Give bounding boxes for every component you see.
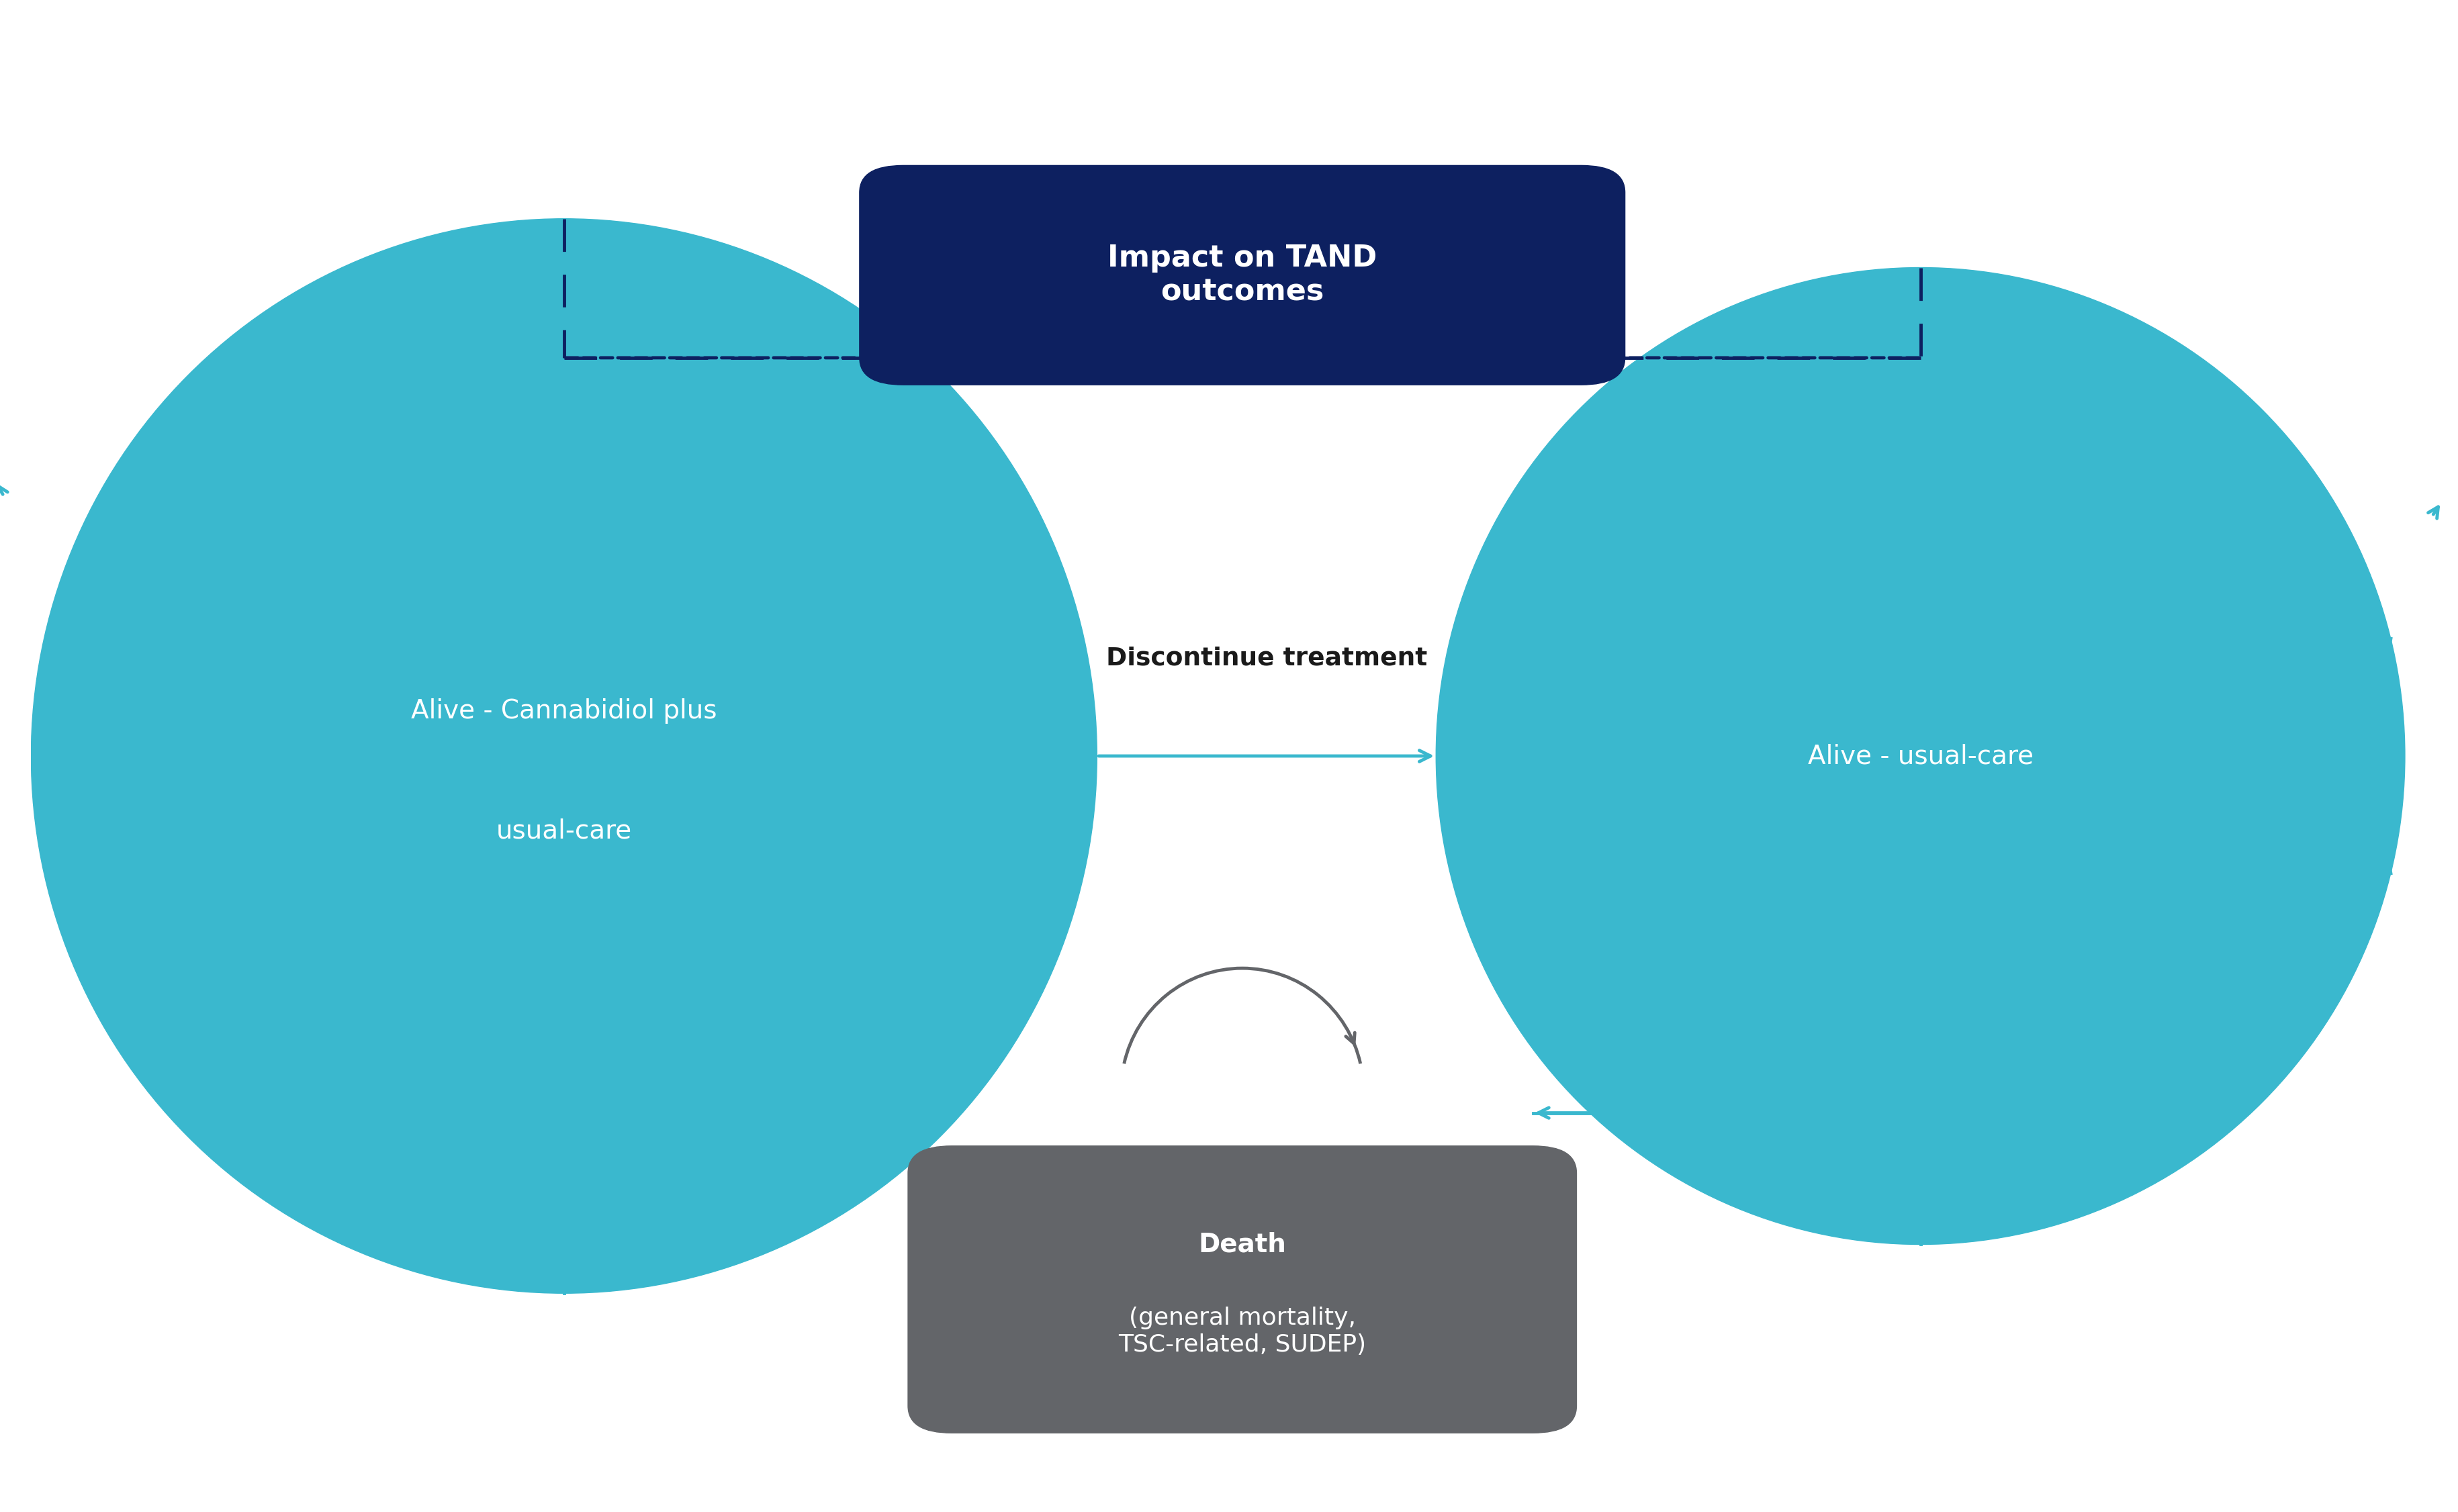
Text: Discontinue treatment: Discontinue treatment (1106, 646, 1428, 670)
Ellipse shape (32, 219, 1096, 1293)
Text: Alive - usual-care: Alive - usual-care (1807, 744, 2033, 768)
Text: Impact on TAND
outcomes: Impact on TAND outcomes (1109, 243, 1376, 307)
Text: Death: Death (1200, 1232, 1286, 1256)
FancyBboxPatch shape (860, 165, 1625, 386)
Ellipse shape (1435, 268, 2404, 1244)
FancyBboxPatch shape (907, 1146, 1576, 1433)
Text: usual-care: usual-care (497, 818, 632, 844)
Text: (general mortality,
TSC-related, SUDEP): (general mortality, TSC-related, SUDEP) (1118, 1306, 1367, 1356)
Text: Alive - Cannabidiol plus: Alive - Cannabidiol plus (410, 699, 718, 724)
